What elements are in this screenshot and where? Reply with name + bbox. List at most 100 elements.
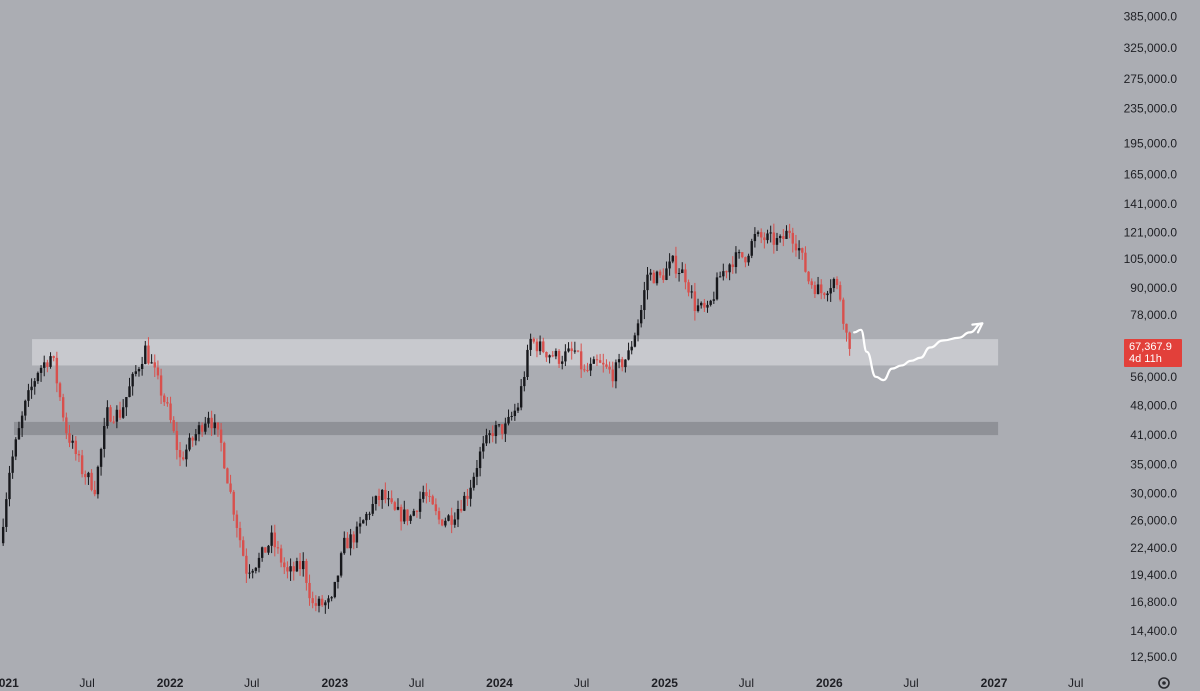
candle-up (137, 368, 141, 372)
candle-down (595, 359, 599, 361)
candle-up (665, 268, 668, 280)
candle-up (734, 252, 738, 268)
candle-up (87, 472, 90, 478)
candle-up (213, 422, 216, 429)
candle-down (175, 430, 179, 450)
candle-down (791, 232, 794, 244)
candle-down (621, 359, 624, 368)
candle-up (766, 233, 769, 241)
candle-down (579, 351, 583, 370)
candle-down (210, 417, 213, 429)
candle-up (747, 255, 750, 263)
candle-up (188, 437, 191, 450)
gear-icon[interactable] (1158, 677, 1170, 689)
candle-up (343, 537, 346, 554)
candle-up (11, 456, 14, 473)
candle-up (564, 351, 567, 362)
candle-down (52, 356, 55, 358)
countdown-label: 4d 11h (1129, 353, 1162, 365)
candle-down (305, 560, 308, 583)
candle-up (510, 416, 513, 418)
x-tick-month: Jul (903, 676, 918, 690)
candle-down (611, 369, 614, 382)
candle-down (216, 422, 220, 430)
y-tick-label: 105,000.0 (1124, 252, 1178, 266)
y-axis[interactable]: 385,000.0 325,000.0 275,000.0 235,000.0 195,… (1124, 9, 1178, 664)
candle-up (769, 232, 772, 234)
candle-up (251, 570, 254, 573)
candle-up (756, 232, 760, 235)
candle-up (516, 407, 520, 411)
candle-up (207, 417, 210, 424)
candle-down (801, 248, 804, 253)
candle-down (181, 457, 185, 460)
candle-up (355, 526, 359, 543)
x-axis[interactable]: 2021 Jul 2022 Jul 2023 Jul 2024 Jul 2025 Jul 2026 J… (0, 676, 1083, 690)
candle-down (314, 603, 318, 606)
y-tick-label: 56,000.0 (1130, 370, 1177, 384)
candle-down (598, 360, 602, 363)
candle-down (782, 236, 785, 239)
candle-up (472, 476, 475, 488)
candle-up (418, 498, 422, 512)
candle-up (497, 424, 501, 426)
candle-up (317, 598, 321, 606)
candle-up (529, 338, 532, 350)
candle-up (8, 472, 11, 500)
candle-up (617, 359, 621, 363)
candle-up (728, 264, 731, 273)
candle-up (482, 443, 485, 452)
candle-down (434, 504, 438, 512)
candle-up (295, 561, 299, 572)
candle-down (501, 424, 504, 434)
candle-up (643, 290, 646, 311)
candle-up (706, 304, 709, 308)
candle-up (504, 423, 507, 434)
candle-down (491, 433, 494, 437)
candle-up (324, 602, 327, 606)
candle-up (396, 506, 400, 510)
candle-down (273, 532, 276, 548)
candle-up (630, 346, 633, 351)
y-tick-label: 141,000.0 (1124, 197, 1178, 211)
x-tick-month: Jul (409, 676, 424, 690)
y-tick-label: 26,000.0 (1130, 513, 1177, 527)
candle-up (589, 363, 592, 371)
candle-down (163, 395, 166, 403)
y-tick-label: 78,000.0 (1130, 308, 1177, 322)
candle-up (816, 284, 820, 295)
candle-up (475, 468, 479, 477)
candle-up (106, 407, 109, 427)
candle-down (608, 366, 611, 370)
x-tick-year: 2021 (0, 676, 19, 690)
candle-down (46, 362, 49, 367)
y-tick-label: 19,400.0 (1130, 568, 1177, 582)
candle-up (469, 487, 472, 499)
candle-up (20, 415, 24, 429)
y-tick-label: 165,000.0 (1124, 168, 1178, 182)
candle-up (185, 449, 188, 460)
candle-up (715, 277, 719, 300)
candle-down (159, 375, 163, 396)
candle-up (194, 434, 198, 441)
candle-down (820, 284, 823, 294)
price-tag-background (1124, 339, 1182, 367)
candle-down (658, 271, 662, 276)
candle-down (693, 291, 697, 312)
candle-down (437, 511, 441, 520)
candle-down (760, 232, 763, 238)
candle-up (778, 236, 782, 239)
candle-down (118, 409, 122, 418)
candle-up (775, 238, 779, 245)
y-tick-label: 30,000.0 (1130, 487, 1177, 501)
candle-down (109, 407, 112, 422)
candle-up (257, 557, 261, 568)
candle-down (466, 495, 469, 499)
candle-up (204, 423, 207, 432)
candle-up (737, 252, 741, 254)
y-tick-label: 90,000.0 (1130, 281, 1177, 295)
candle-down (226, 468, 229, 484)
candle-down (232, 491, 235, 515)
candle-down (586, 369, 589, 371)
